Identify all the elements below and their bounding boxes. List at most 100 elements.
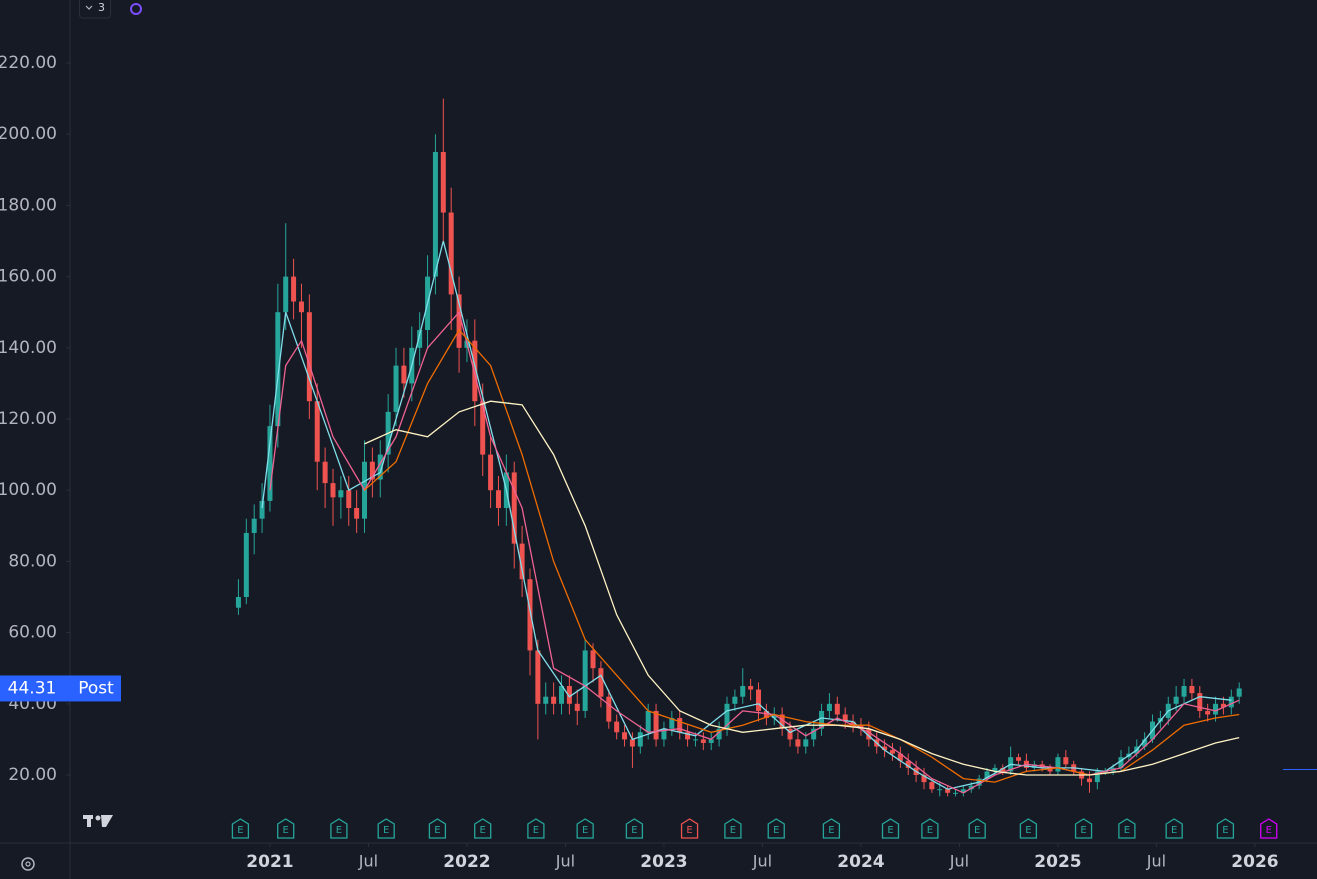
candle-body <box>1220 703 1226 708</box>
earnings-marker <box>1260 818 1278 839</box>
session-label: Post <box>78 678 114 698</box>
x-tick-label: 2022 <box>443 852 490 872</box>
earnings-marker <box>1118 818 1136 839</box>
indicator-count: 3 <box>98 1 105 14</box>
candle-body <box>243 532 249 598</box>
candle-body <box>771 714 777 719</box>
candle-body <box>897 753 903 761</box>
candle-body <box>1047 767 1053 772</box>
candle-body <box>298 301 304 313</box>
candle-body <box>1031 764 1037 768</box>
candle-body <box>653 710 659 740</box>
overlay: E E E E E E E E E E E E E E E E E E E E E E 44.31 Post <box>0 240 1278 839</box>
y-tick-label: 180.00 <box>0 195 57 215</box>
candle-body <box>756 689 762 711</box>
candle-body <box>393 365 399 412</box>
chevron <box>85 5 93 10</box>
earnings-label: E <box>1080 825 1086 836</box>
earnings-marker <box>881 818 900 839</box>
x-tick-label: Jul <box>1146 852 1166 871</box>
candle-body <box>661 728 667 740</box>
earnings-marker <box>1074 818 1093 839</box>
candle-body <box>330 483 336 498</box>
candle-body <box>1181 686 1187 697</box>
candle-body <box>1118 757 1124 768</box>
candle-body <box>495 490 501 509</box>
moving-average <box>364 400 1240 776</box>
logo <box>83 815 113 827</box>
earnings-marker <box>231 818 250 839</box>
y-tick-label: 60.00 <box>8 623 57 643</box>
candle-body <box>795 739 801 747</box>
logo-part <box>101 815 113 827</box>
candle-body <box>677 718 683 733</box>
candle-body <box>1205 710 1211 715</box>
gear-center <box>25 861 31 867</box>
candle-body <box>235 597 241 608</box>
plot: 20.0040.0060.0080.00100.00120.00140.0016… <box>0 53 1279 872</box>
candle-body <box>291 276 297 302</box>
candle-body <box>740 686 746 697</box>
candle-body <box>440 152 446 213</box>
candle-body <box>448 212 454 295</box>
candle-body <box>866 728 872 740</box>
candle-body <box>574 703 580 711</box>
candle-body <box>598 668 604 697</box>
candle-body <box>960 789 966 793</box>
sync-icon[interactable] <box>130 3 142 15</box>
y-tick-label: 100.00 <box>0 480 57 500</box>
y-tick-label: 120.00 <box>0 409 57 429</box>
toggle-box[interactable] <box>79 0 111 19</box>
candle-body <box>511 472 517 544</box>
candle-body <box>787 728 793 740</box>
candle-body <box>629 739 635 747</box>
candle-body <box>1189 686 1195 694</box>
earnings-marker <box>767 818 785 839</box>
candle-body <box>417 330 423 348</box>
earnings-label: E <box>686 825 692 836</box>
earnings-marker <box>921 818 939 839</box>
earnings-label: E <box>1124 825 1130 836</box>
y-tick-label: 160.00 <box>0 267 57 287</box>
gear[interactable] <box>21 857 35 871</box>
earnings-label: E <box>533 825 539 836</box>
earnings-label: E <box>1025 825 1031 836</box>
earnings-label: E <box>887 825 893 836</box>
candle-body <box>1213 703 1219 715</box>
earnings-label: E <box>283 825 289 836</box>
candle-body <box>850 721 856 726</box>
earnings-marker <box>474 818 492 839</box>
candle-body <box>692 739 698 741</box>
candle-body <box>889 750 895 754</box>
earnings-label: E <box>1266 825 1272 836</box>
earnings-label: E <box>974 825 980 836</box>
session-box <box>70 675 121 702</box>
candle-body <box>590 650 596 669</box>
candle-body <box>622 732 628 740</box>
candle-body <box>700 739 706 743</box>
candle-body <box>306 312 312 402</box>
earnings-marker <box>1165 818 1183 839</box>
candle-body <box>283 276 289 313</box>
candle-body <box>322 461 328 484</box>
logo-part <box>87 815 91 827</box>
indicator-toggle[interactable]: 3 <box>79 0 111 19</box>
settings-icon[interactable] <box>21 857 35 871</box>
candle-body <box>637 732 643 747</box>
candle-body <box>732 696 738 704</box>
candle-body <box>945 789 951 793</box>
candle-body <box>543 696 549 704</box>
earnings-marker <box>428 818 447 839</box>
earnings-marker <box>724 818 742 839</box>
x-tick-label: 2025 <box>1034 852 1081 872</box>
earnings-label: E <box>1222 825 1228 836</box>
candle-body <box>1094 771 1100 783</box>
candle-body <box>559 686 565 704</box>
earnings-label: E <box>434 825 440 836</box>
y-tick-label: 80.00 <box>8 551 57 571</box>
candle-body <box>354 508 360 519</box>
x-tick-label: Jul <box>555 852 575 871</box>
candle-body <box>527 579 533 651</box>
